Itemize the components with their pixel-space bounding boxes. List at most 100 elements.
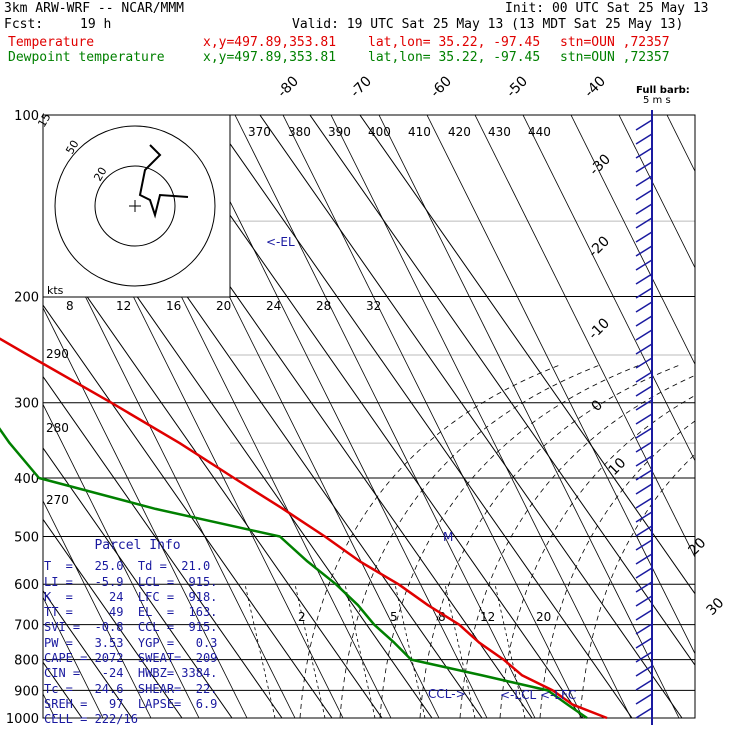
isotherm-label: -40 (582, 73, 609, 100)
hodograph-ring-label: 20 (91, 165, 109, 184)
wind-barb (635, 175, 653, 187)
hodograph-ring-label: 15 (35, 111, 53, 130)
isotherm-line (43, 232, 383, 718)
hodograph-ring (94, 165, 176, 247)
parcel-row: CAPE = 2072 SWEAT= 209 (44, 651, 218, 666)
parcel-info-box: Parcel Info T = 25.0 Td = 21.0 LI = -5.9… (44, 538, 231, 736)
dry-adiabat-line (618, 115, 695, 269)
wind-barb (635, 119, 653, 131)
hodograph-ring-label: 50 (63, 138, 81, 157)
wind-barb (635, 651, 653, 663)
legend-dewpoint-latlon: lat,lon= 35.22, -97.45 (368, 50, 541, 65)
wind-barb (635, 539, 653, 551)
init-time: Init: 00 UTC Sat 25 May 13 (505, 1, 709, 16)
wind-barb (635, 371, 653, 383)
wind-barb (635, 441, 653, 453)
wind-barb (635, 399, 653, 411)
isotherm-label: 20 (686, 535, 710, 559)
wind-barb (635, 315, 653, 327)
parcel-row: K = 24 LFC = 918. (44, 589, 218, 604)
dry-adiabat-line (0, 115, 7, 718)
parcel-row: TT = 49 EL = 163. (44, 605, 218, 620)
hodograph-trace (138, 144, 189, 219)
wind-barb (635, 287, 653, 299)
wind-barb (635, 623, 653, 635)
dry-adiabat-line (43, 500, 152, 718)
moist-adiabat-line (299, 364, 561, 718)
wind-barb (635, 301, 653, 313)
isotherm-line (43, 304, 333, 718)
wind-barb (635, 385, 653, 397)
isotherm-line (43, 518, 183, 718)
pressure-tick-label: 800 (14, 654, 39, 669)
wind-barb (635, 329, 653, 341)
wind-barb (635, 609, 653, 621)
isotherm-label: 10 (606, 455, 630, 479)
mixing-ratio-label: 12 (116, 299, 131, 313)
parcel-row: T = 25.0 Td = 21.0 (44, 559, 211, 574)
wind-barb (635, 511, 653, 523)
wind-barb (635, 637, 653, 649)
theta-label: 290 (46, 347, 69, 361)
theta-e-label: 430 (488, 125, 511, 139)
moist-adiabat-line (339, 364, 601, 718)
mixing-ratio-line (244, 584, 276, 718)
mixing-ratio-label: 24 (266, 299, 281, 313)
parcel-row: Tc = 24.6 SHEAR= 22. (44, 681, 218, 696)
isotherm-label: -80 (275, 73, 302, 100)
m-marker: M (443, 530, 453, 544)
mixing-ratio-line (394, 584, 426, 718)
full-barb-label: Full barb: (636, 85, 690, 96)
dry-adiabat-line (666, 115, 695, 173)
dry-adiabat-line (43, 596, 104, 718)
wind-barb (635, 357, 653, 369)
pressure-tick-label: 700 (14, 619, 39, 634)
mixing-ratio-line (344, 584, 376, 718)
plot-border (42, 114, 696, 719)
mixing-ratio-label: 20 (216, 299, 231, 313)
wind-barb (635, 567, 653, 579)
pressure-tick-label: 100 (14, 109, 39, 124)
mixing-ratio-line (494, 584, 526, 718)
hodograph-ring (54, 125, 216, 287)
mixing-ratio-label: 28 (316, 299, 331, 313)
theta-e-label: 400 (368, 125, 391, 139)
wind-barb (635, 133, 653, 145)
wind-barb (635, 483, 653, 495)
theta-e-label: 370 (248, 125, 271, 139)
parcel-row: SREH = 97 LAPSE= 6.9 (44, 696, 218, 711)
wind-barb (635, 469, 653, 481)
pressure-tick-label: 1000 (6, 712, 39, 727)
wind-barb (635, 497, 653, 509)
legend-dewpoint-name: Dewpoint temperature (8, 50, 165, 65)
dry-adiabat-line (186, 115, 488, 718)
mixing-ratio-label: 5 (390, 610, 398, 624)
full-barb-units: 5 m s (643, 95, 671, 106)
dry-adiabat-line (234, 115, 536, 718)
legend-dewpoint-coords: x,y=497.89,353.81 (203, 50, 337, 65)
isotherm-line (359, 115, 695, 595)
theta-e-label: 390 (328, 125, 351, 139)
moist-adiabat-line (419, 364, 681, 718)
theta-e-label: 410 (408, 125, 431, 139)
ccl-marker: CCL-> (428, 687, 466, 701)
el-marker: <-EL (266, 235, 295, 249)
wind-barb (635, 693, 653, 705)
legend-temperature-latlon: lat,lon= 35.22, -97.45 (368, 35, 541, 50)
mixing-ratio-label: 8 (66, 299, 74, 313)
dry-adiabat-line (715, 115, 740, 718)
isotherm-line (259, 115, 683, 718)
wind-barb (635, 455, 653, 467)
wind-barb (635, 525, 653, 537)
mixing-ratio-line (294, 584, 326, 718)
wind-barb (635, 707, 653, 719)
wind-barb (635, 203, 653, 215)
kts-label: kts (47, 284, 64, 297)
isotherm-line (43, 447, 233, 718)
isotherm-label: -70 (348, 73, 375, 100)
dry-adiabat-line (570, 115, 695, 366)
isotherm-line (43, 375, 283, 718)
mixing-ratio-label: 20 (536, 610, 551, 624)
moist-adiabat-line (459, 375, 695, 718)
